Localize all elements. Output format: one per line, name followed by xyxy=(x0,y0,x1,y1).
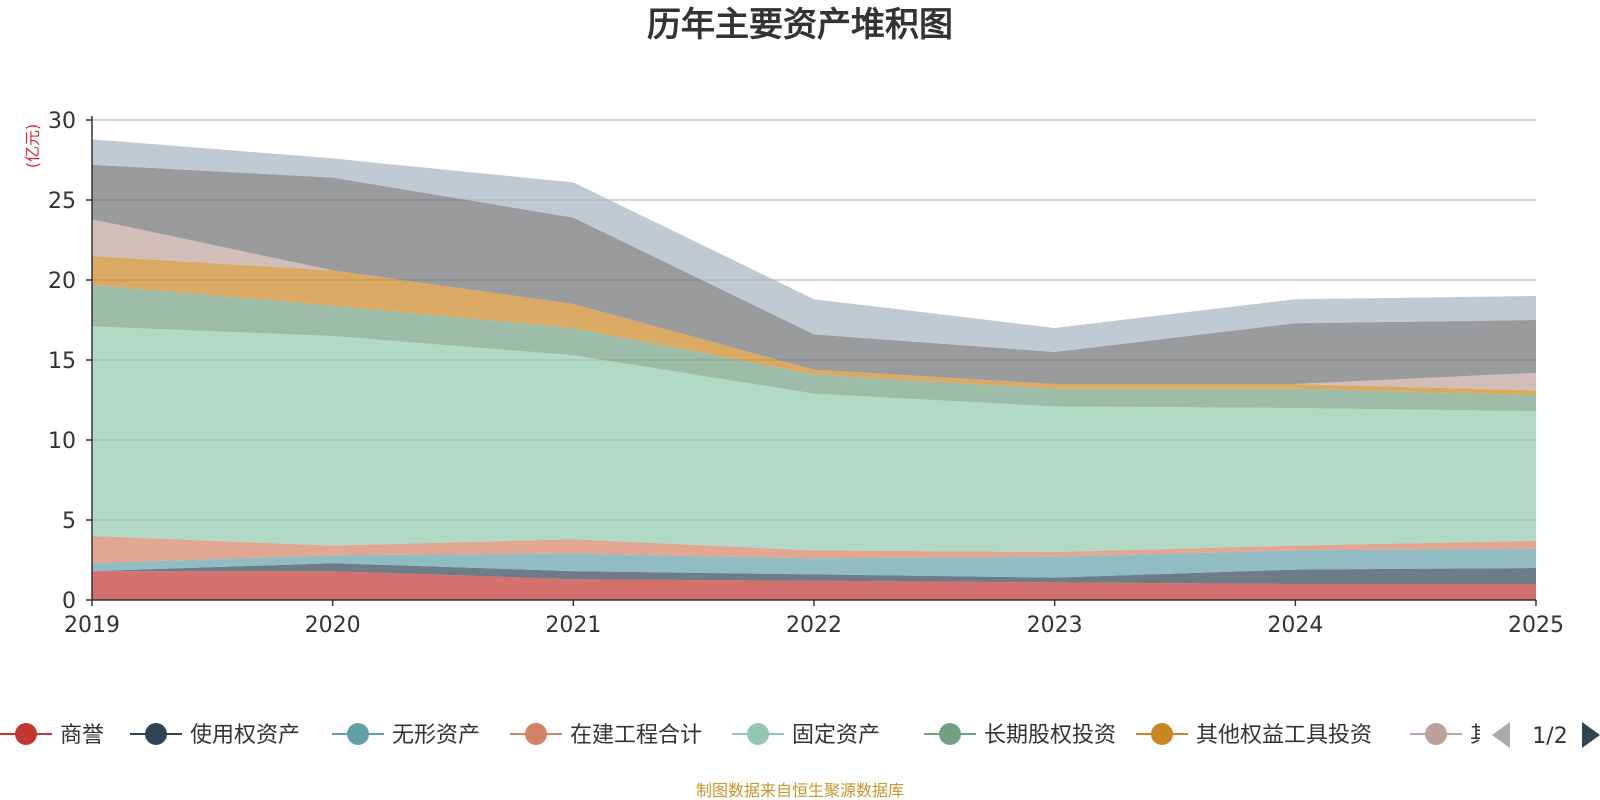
legend-marker-icon xyxy=(747,723,769,745)
x-tick-label: 2022 xyxy=(786,613,842,638)
legend-item-固定资产[interactable]: 固定资产 xyxy=(732,723,880,748)
legend-item-长期股权投资[interactable]: 长期股权投资 xyxy=(924,723,1116,748)
legend-label: 商誉 xyxy=(60,723,104,748)
legend-label: 固定资产 xyxy=(792,723,880,748)
legend-marker-icon xyxy=(1151,723,1173,745)
legend-item-商誉[interactable]: 商誉 xyxy=(0,723,104,748)
x-tick-label: 2023 xyxy=(1027,613,1083,638)
legend-label: 在建工程合计 xyxy=(570,723,702,748)
x-tick-label: 2025 xyxy=(1508,613,1564,638)
chart-title: 历年主要资产堆积图 xyxy=(647,5,953,45)
x-tick-label: 2024 xyxy=(1267,613,1323,638)
legend-prev-page-icon[interactable] xyxy=(1492,722,1510,748)
x-tick-label: 2021 xyxy=(545,613,601,638)
legend-item-在建工程合计[interactable]: 在建工程合计 xyxy=(510,723,702,748)
legend-page-indicator: 1/2 xyxy=(1532,724,1567,749)
y-tick-label: 5 xyxy=(62,509,76,534)
legend-label: 其他权益工具投资 xyxy=(1196,723,1372,748)
area-系列9[interactable] xyxy=(92,164,1536,384)
area-其他权益工具投资[interactable] xyxy=(92,256,1536,396)
area-商誉[interactable] xyxy=(92,571,1536,600)
legend[interactable]: 商誉 使用权资产 无形资产 在建工程合计 固定资产 长期股权投资 其他权益工具投资 其 1/2 xyxy=(0,712,1600,756)
area-长期股权投资[interactable] xyxy=(92,284,1536,412)
area-在建工程合计[interactable] xyxy=(92,536,1536,564)
legend-next-page-icon[interactable] xyxy=(1582,722,1600,748)
y-tick-label: 30 xyxy=(48,109,76,134)
legend-marker-icon xyxy=(939,723,961,745)
area-使用权资产[interactable] xyxy=(92,563,1536,584)
legend-marker-icon xyxy=(1425,723,1447,745)
y-tick-label: 10 xyxy=(48,429,76,454)
y-axis-unit-label: (亿元) xyxy=(23,124,42,169)
x-tick-label: 2019 xyxy=(64,613,120,638)
legend-label: 无形资产 xyxy=(392,723,480,748)
area-series-group xyxy=(92,139,1536,600)
legend-marker-icon xyxy=(145,723,167,745)
legend-marker-icon xyxy=(15,723,37,745)
x-tick-label: 2020 xyxy=(305,613,361,638)
area-系列10[interactable] xyxy=(92,139,1536,352)
y-tick-label: 25 xyxy=(48,189,76,214)
legend-item-其[interactable]: 其 xyxy=(1410,723,1492,748)
legend-label: 长期股权投资 xyxy=(984,723,1116,748)
legend-label: 使用权资产 xyxy=(190,723,300,748)
legend-marker-icon xyxy=(525,723,547,745)
source-note: 制图数据来自恒生聚源数据库 xyxy=(696,781,904,800)
y-tick-label: 0 xyxy=(62,589,76,614)
legend-item-无形资产[interactable]: 无形资产 xyxy=(332,723,480,748)
y-tick-label: 15 xyxy=(48,349,76,374)
legend-item-使用权资产[interactable]: 使用权资产 xyxy=(130,723,300,748)
y-tick-label: 20 xyxy=(48,269,76,294)
area-无形资产[interactable] xyxy=(92,548,1536,578)
area-固定资产[interactable] xyxy=(92,326,1536,552)
legend-item-其他权益工具投资[interactable]: 其他权益工具投资 xyxy=(1136,723,1372,748)
legend-marker-icon xyxy=(347,723,369,745)
